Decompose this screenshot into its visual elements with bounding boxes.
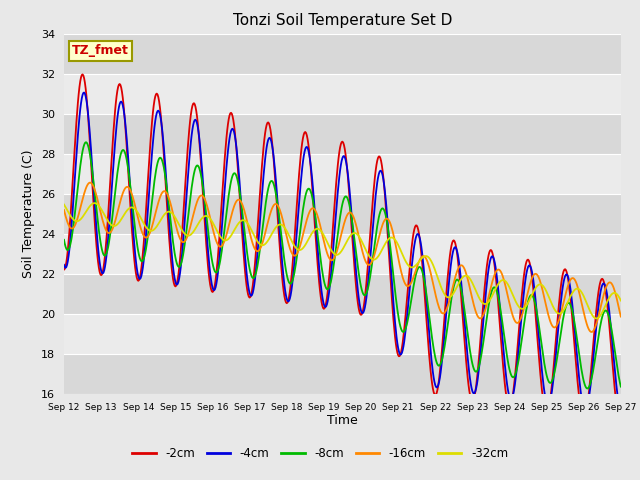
Bar xyxy=(64,234,621,274)
Y-axis label: Soil Temperature (C): Soil Temperature (C) xyxy=(22,149,35,278)
Bar xyxy=(64,73,621,114)
Text: TZ_fmet: TZ_fmet xyxy=(72,44,129,58)
Bar xyxy=(64,34,621,73)
Bar xyxy=(64,354,621,394)
Bar xyxy=(64,313,621,354)
Bar xyxy=(64,193,621,234)
Bar xyxy=(64,154,621,193)
Bar xyxy=(64,114,621,154)
Legend: -2cm, -4cm, -8cm, -16cm, -32cm: -2cm, -4cm, -8cm, -16cm, -32cm xyxy=(127,442,513,465)
X-axis label: Time: Time xyxy=(327,414,358,427)
Bar xyxy=(64,274,621,313)
Title: Tonzi Soil Temperature Set D: Tonzi Soil Temperature Set D xyxy=(233,13,452,28)
